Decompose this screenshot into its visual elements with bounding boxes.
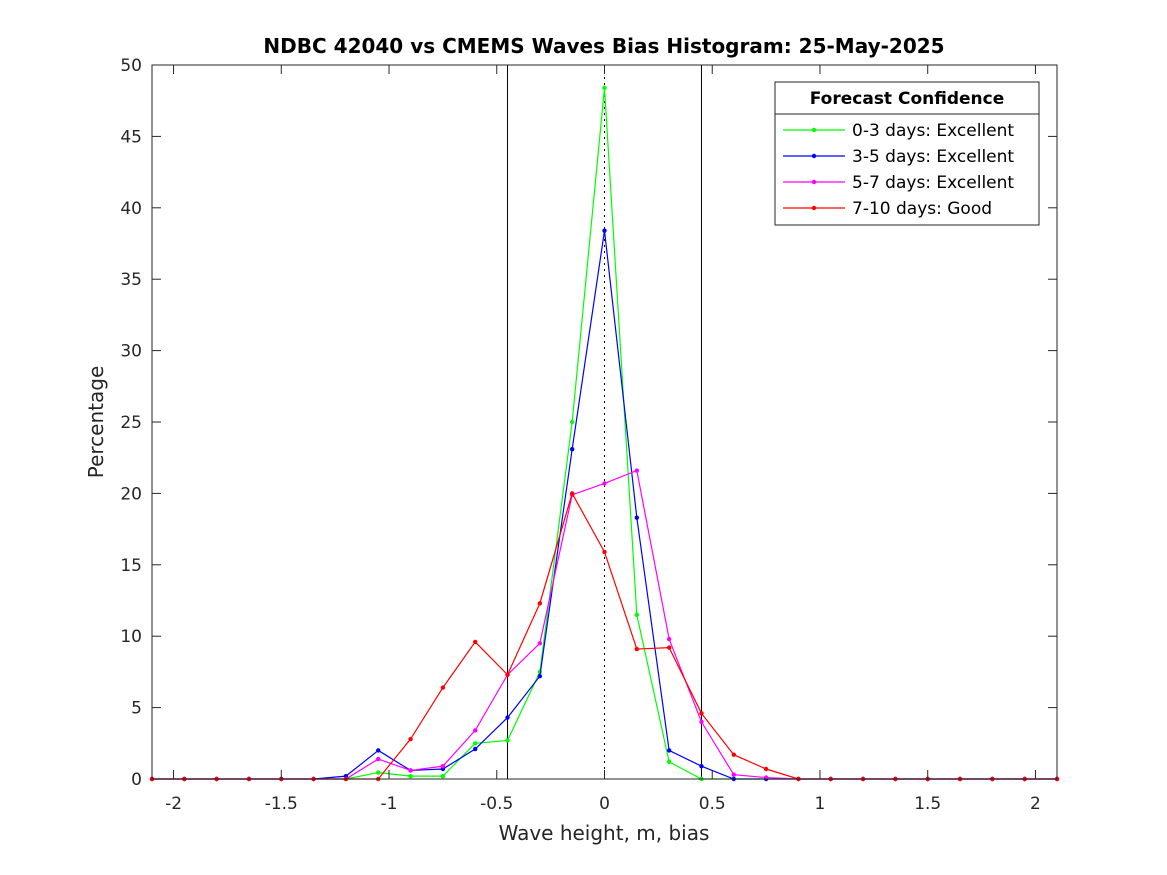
y-tick-label: 45: [120, 127, 142, 147]
legend-swatch-marker-3: [811, 205, 817, 211]
data-point: [376, 770, 381, 775]
data-point: [634, 468, 640, 473]
data-point: [731, 772, 736, 777]
x-tick-label: -1.5: [265, 794, 298, 814]
y-tick-label: 40: [120, 199, 142, 219]
y-tick-label: 30: [120, 342, 142, 362]
y-tick-label: 50: [120, 56, 142, 76]
x-tick-label: -1: [381, 794, 398, 814]
data-point: [666, 636, 672, 642]
data-point: [602, 481, 607, 486]
data-point: [634, 646, 640, 652]
reference-lines: [507, 65, 702, 779]
y-tick-label: 5: [131, 699, 142, 719]
data-point: [473, 746, 478, 752]
legend-label-0: 0-3 days: Excellent: [852, 121, 1014, 141]
legend-swatch-marker-0: [811, 127, 817, 133]
data-point: [473, 728, 478, 733]
legend: Forecast Confidence 0-3 days: Excellent 3…: [774, 81, 1040, 226]
data-point: [376, 756, 381, 762]
data-point: [505, 738, 510, 743]
legend-box: [774, 81, 1040, 226]
data-point: [473, 741, 478, 746]
data-point: [376, 748, 381, 753]
data-point: [569, 491, 575, 496]
x-tick-label: 1.5: [914, 794, 941, 814]
data-point: [666, 759, 672, 765]
legend-title: Forecast Confidence: [810, 89, 1005, 109]
ticks-layer: -2 -1.5 -1 -0.5 0 0.5 1 1.5 20510152025303540455…: [120, 56, 1057, 814]
data-point: [440, 763, 446, 769]
legend-label-1: 3-5 days: Excellent: [852, 147, 1014, 167]
chart-title: NDBC 42040 vs CMEMS Waves Bias Histogram…: [263, 34, 944, 58]
data-point: [602, 549, 607, 555]
data-point: [699, 711, 704, 716]
legend-entries: 0-3 days: Excellent 3-5 days: Excellent 5-…: [783, 121, 1014, 219]
y-tick-label: 25: [120, 413, 142, 433]
x-tick-label: -0.5: [480, 794, 513, 814]
data-point: [505, 672, 510, 677]
y-tick-label: 0: [131, 770, 142, 790]
data-point: [602, 228, 607, 233]
data-point: [634, 612, 640, 617]
data-point: [634, 515, 640, 520]
data-point: [505, 715, 510, 720]
data-point: [569, 419, 575, 425]
data-point: [537, 673, 543, 679]
x-tick-label: 2: [1030, 794, 1041, 814]
y-tick-label: 35: [120, 270, 142, 290]
data-point: [666, 748, 672, 753]
data-point: [602, 85, 607, 91]
x-tick-label: 0.5: [699, 794, 726, 814]
data-point: [569, 446, 575, 452]
data-point: [408, 773, 413, 779]
x-axis-label: Wave height, m, bias: [499, 821, 710, 845]
data-point: [666, 645, 672, 650]
data-point: [408, 768, 413, 773]
data-point: [440, 773, 446, 779]
data-point: [440, 685, 446, 690]
x-tick-label: -2: [165, 794, 182, 814]
data-point: [408, 736, 413, 742]
data-point: [763, 766, 769, 772]
data-point: [731, 752, 736, 757]
y-tick-label: 15: [120, 556, 142, 576]
legend-label-2: 5-7 days: Excellent: [852, 173, 1014, 193]
data-point: [537, 601, 543, 606]
data-point: [699, 763, 704, 769]
y-tick-label: 10: [120, 627, 142, 647]
legend-swatch-marker-2: [811, 179, 817, 185]
y-tick-label: 20: [120, 484, 142, 504]
y-axis-label: Percentage: [84, 366, 108, 479]
data-point: [473, 639, 478, 645]
data-point: [537, 641, 543, 646]
legend-label-3: 7-10 days: Good: [852, 199, 992, 219]
legend-swatch-marker-1: [811, 153, 817, 159]
data-point: [699, 719, 704, 725]
x-tick-label: 0: [599, 794, 610, 814]
x-tick-label: 1: [815, 794, 826, 814]
